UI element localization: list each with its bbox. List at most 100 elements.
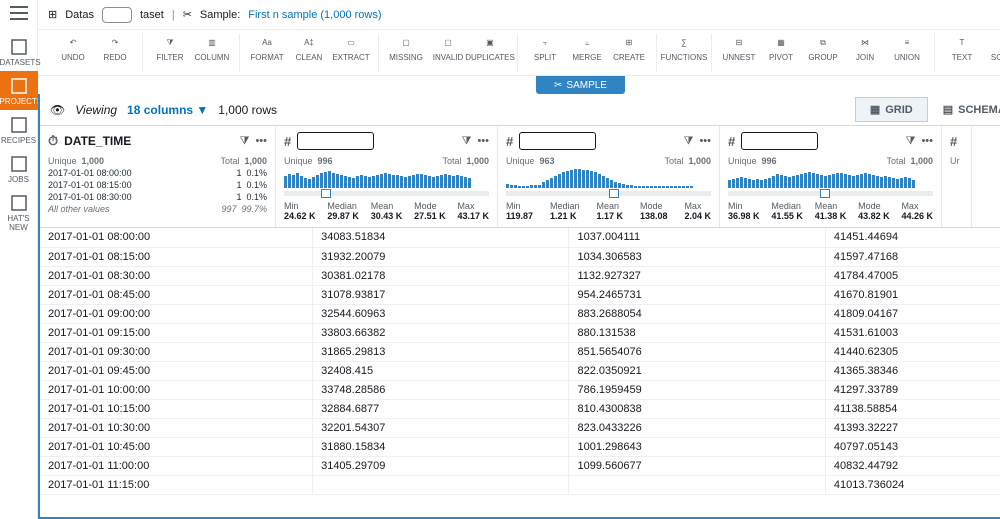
sparkline (506, 168, 711, 188)
column-search-input[interactable] (741, 132, 818, 150)
cell: 32408.415 (313, 361, 569, 380)
table-row[interactable]: 2017-01-01 11:00:0031405.297091099.56067… (40, 456, 1000, 475)
cell: 2017-01-01 08:15:00 (40, 247, 313, 266)
column-header-1: #⧩•••Unique 996Total 1,000Min24.62 KMedi… (276, 126, 498, 227)
toolbar-format[interactable]: AaFORMAT (246, 34, 288, 70)
sparkline (728, 168, 933, 188)
toolbar-create[interactable]: ⊞CREATE (608, 34, 650, 70)
column-headers: ⏱DATE_TIME⧩•••Unique 1,000Total 1,000201… (40, 126, 1000, 228)
breadcrumb-dataset-suffix: taset (140, 9, 164, 21)
table-row[interactable]: 2017-01-01 08:15:0031932.200791034.30658… (40, 247, 1000, 266)
stat-min: Min24.62 K (284, 201, 316, 221)
table-row[interactable]: 2017-01-01 08:45:0031078.93817954.246573… (40, 285, 1000, 304)
filter-icon[interactable]: ⧩ (684, 135, 694, 148)
cell: 2017-01-01 11:00:00 (40, 456, 313, 475)
stat-max: Max44.26 K (901, 201, 933, 221)
cell: 1001.298643 (569, 437, 825, 456)
unique-label: Unique 996 (728, 156, 777, 166)
table-row[interactable]: 2017-01-01 10:45:0031880.158341001.29864… (40, 437, 1000, 456)
range-slider[interactable] (506, 191, 711, 196)
cell: 41784.47005 (825, 266, 1000, 285)
cell: 2017-01-01 10:45:00 (40, 437, 313, 456)
clock-icon: ⏱ (48, 133, 58, 149)
table-row[interactable]: 2017-01-01 09:00:0032544.60963883.268805… (40, 304, 1000, 323)
nav-recipes[interactable]: RECIPES (0, 110, 38, 149)
more-icon[interactable]: ••• (921, 135, 933, 147)
toolbar-text[interactable]: TTEXT (941, 34, 983, 70)
menu-icon[interactable] (10, 6, 28, 20)
stat-mean: Mean1.17 K (596, 201, 623, 221)
cell: 41393.32227 (825, 418, 1000, 437)
cell: 33748.28586 (313, 380, 569, 399)
filter-icon[interactable]: ⧩ (240, 135, 250, 148)
cell: 2017-01-01 08:00:00 (40, 228, 313, 247)
number-type-icon: # (506, 134, 513, 149)
toolbar-duplicates[interactable]: ▣DUPLICATES (469, 34, 511, 70)
cell: 40832.44792 (825, 456, 1000, 475)
filter-icon[interactable]: ⧩ (462, 135, 472, 148)
stat-max: Max2.04 K (684, 201, 711, 221)
table-row[interactable]: 2017-01-01 09:15:0033803.66382880.131538… (40, 323, 1000, 342)
extract-icon: ▭ (342, 34, 360, 52)
nav-hat's new[interactable]: HAT'S NEW (0, 188, 38, 236)
toolbar-union[interactable]: ≡UNION (886, 34, 928, 70)
table-row[interactable]: 2017-01-01 08:30:0030381.021781132.92732… (40, 266, 1000, 285)
toolbar-group[interactable]: ⧉GROUP (802, 34, 844, 70)
cell: 32201.54307 (313, 418, 569, 437)
toolbar-invalid[interactable]: ▢INVALID (427, 34, 469, 70)
table-row[interactable]: 2017-01-01 08:00:0034083.518341037.00411… (40, 228, 1000, 247)
table-row[interactable]: 2017-01-01 10:15:0032884.6877810.4300838… (40, 399, 1000, 418)
sample-tag[interactable]: ✂ SAMPLE (536, 76, 625, 94)
toolbar-redo[interactable]: ↷REDO (94, 34, 136, 70)
toolbar-missing[interactable]: ▢MISSING (385, 34, 427, 70)
breadcrumb-dataset-prefix: Datas (65, 9, 94, 21)
table-row[interactable]: 2017-01-01 10:30:0032201.54307823.043322… (40, 418, 1000, 437)
more-icon[interactable]: ••• (477, 135, 489, 147)
toolbar-pivot[interactable]: ▦PIVOT (760, 34, 802, 70)
cell: 41365.38346 (825, 361, 1000, 380)
nav-projects[interactable]: PROJECTS (0, 71, 38, 110)
stat-median: Median41.55 K (771, 201, 803, 221)
unique-label: Unique 963 (506, 156, 555, 166)
viewing-label: Viewing (75, 103, 117, 117)
toolbar-merge[interactable]: ⫠MERGE (566, 34, 608, 70)
columns-dropdown[interactable]: 18 columns ▼ (127, 103, 208, 117)
nav-datasets[interactable]: DATASETS (0, 32, 38, 71)
column-search-input[interactable] (297, 132, 374, 150)
filter-icon[interactable]: ⧩ (906, 135, 916, 148)
cell: 41597.47168 (825, 247, 1000, 266)
cell: 2017-01-01 10:30:00 (40, 418, 313, 437)
toolbar: ↶UNDO↷REDO⧩FILTER▥COLUMNAaFORMATA‡CLEAN▭… (38, 30, 1000, 76)
stat-mode: Mode43.82 K (858, 201, 890, 221)
range-slider[interactable] (284, 191, 489, 196)
nav-jobs[interactable]: JOBS (0, 149, 38, 188)
tab-grid[interactable]: ▦GRID (855, 97, 928, 122)
more-icon[interactable]: ••• (255, 135, 267, 147)
toolbar-split[interactable]: ⫟SPLIT (524, 34, 566, 70)
toolbar-scale[interactable]: ↔SCALE (983, 34, 1000, 70)
toolbar-column[interactable]: ▥COLUMN (191, 34, 233, 70)
toolbar-unnest[interactable]: ⊟UNNEST (718, 34, 760, 70)
cell: 822.0350921 (569, 361, 825, 380)
table-row[interactable]: 2017-01-01 09:30:0031865.29813851.565407… (40, 342, 1000, 361)
tab-schema[interactable]: ▤SCHEMA (928, 97, 1000, 122)
toolbar-clean[interactable]: A‡CLEAN (288, 34, 330, 70)
more-icon[interactable]: ••• (699, 135, 711, 147)
table-row[interactable]: 2017-01-01 09:45:0032408.415822.03509214… (40, 361, 1000, 380)
toolbar-extract[interactable]: ▭EXTRACT (330, 34, 372, 70)
unique-label: Unique 996 (284, 156, 333, 166)
toolbar-functions[interactable]: ∑FUNCTIONS (663, 34, 705, 70)
column-icon: ▥ (203, 34, 221, 52)
schema-icon: ▤ (943, 103, 953, 116)
cell: 883.2688054 (569, 304, 825, 323)
table-row[interactable]: 2017-01-01 11:15:0041013.73602430 (40, 475, 1000, 494)
toolbar-filter[interactable]: ⧩FILTER (149, 34, 191, 70)
column-search-input[interactable] (519, 132, 596, 150)
undo-icon: ↶ (64, 34, 82, 52)
sample-link[interactable]: First n sample (1,000 rows) (248, 9, 381, 21)
toolbar-undo[interactable]: ↶UNDO (52, 34, 94, 70)
range-slider[interactable] (728, 191, 933, 196)
toolbar-join[interactable]: ⋈JOIN (844, 34, 886, 70)
stat-min: Min36.98 K (728, 201, 760, 221)
table-row[interactable]: 2017-01-01 10:00:0033748.28586786.195945… (40, 380, 1000, 399)
